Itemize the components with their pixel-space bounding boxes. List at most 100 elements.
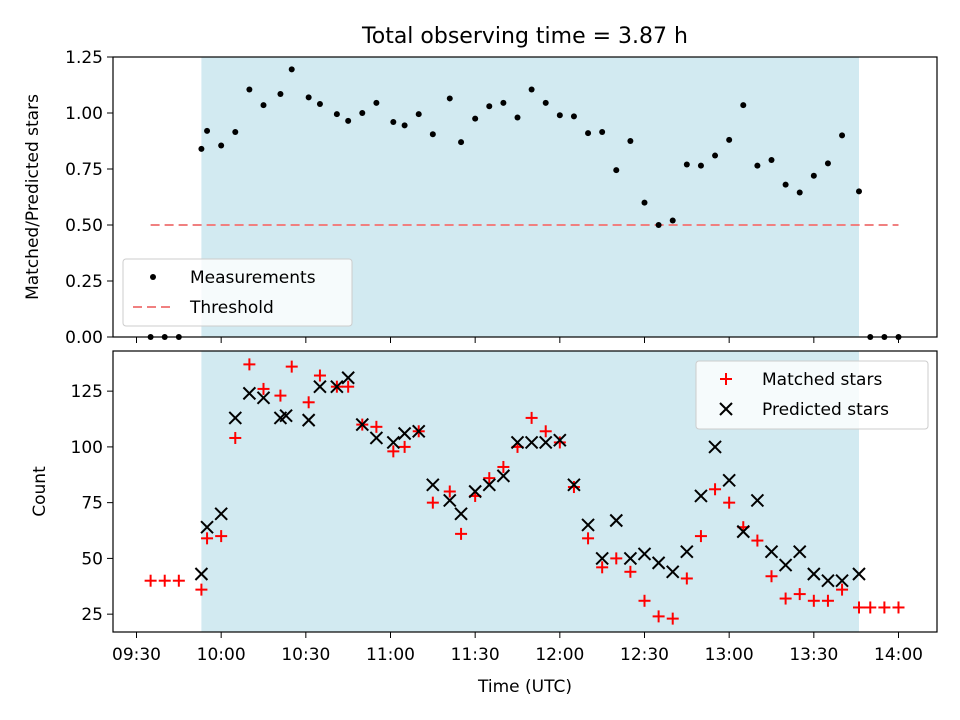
predicted-star-point (708, 440, 722, 454)
measurement-point (697, 162, 704, 169)
predicted-star-point (595, 551, 609, 566)
predicted-star-point (821, 573, 835, 588)
chart-title: Total observing time = 3.87 h (361, 24, 688, 49)
predicted-star-point (694, 489, 708, 503)
predicted-star-point (807, 567, 821, 581)
matched-star-point (215, 530, 228, 543)
matched-star-point (680, 572, 693, 585)
matched-star-point (582, 532, 595, 545)
predicted-star-point (397, 426, 412, 441)
measurement-point (855, 188, 862, 195)
matched-star-point (443, 485, 456, 498)
predicted-star-point (764, 545, 779, 559)
matched-star-point (567, 481, 580, 494)
measurement-point (528, 86, 535, 93)
matched-star-point (158, 574, 171, 587)
legend-measurements-label: Measurements (190, 268, 316, 288)
predicted-star-point (468, 484, 482, 499)
predicted-star-point (412, 424, 426, 438)
predicted-star-point (553, 433, 567, 447)
predicted-star-point (330, 379, 344, 394)
measurement-point (627, 138, 634, 144)
matched-star-point (144, 574, 157, 587)
predicted-stars-points (194, 371, 866, 588)
matched-star-point (624, 565, 637, 578)
count-y-tick-label: 75 (81, 494, 103, 514)
matched-star-point (807, 594, 820, 607)
predicted-star-point (454, 507, 468, 521)
matched-star-point (709, 483, 722, 496)
count-y-tick-label: 100 (71, 438, 103, 458)
count-panel: 25 50 75 100 125 09:30 10:00 10:30 11:00 11:30 12… (30, 350, 938, 697)
predicted-star-point (369, 431, 384, 445)
x-tick-label: 10:30 (281, 645, 330, 665)
predicted-star-point (355, 417, 369, 432)
predicted-star-point (623, 551, 638, 566)
measurement-point (458, 139, 465, 146)
ratio-y-tick-label: 1.25 (65, 48, 103, 68)
predicted-star-point (426, 478, 440, 492)
legend-matched-label: Matched stars (762, 370, 882, 390)
matched-star-point (483, 472, 496, 485)
x-tick-label: 13:30 (789, 645, 838, 665)
measurement-point (824, 160, 831, 167)
measurement-point (333, 111, 340, 118)
measurement-point (570, 113, 577, 120)
x-tick-label: 12:00 (535, 645, 584, 665)
predicted-star-point (852, 567, 866, 581)
matched-star-point (398, 440, 411, 453)
predicted-star-point (750, 493, 765, 508)
x-tick-label: 13:00 (705, 645, 754, 665)
measurement-point (218, 142, 225, 149)
measurement-point (204, 127, 211, 134)
ratio-y-tick-label: 0.50 (65, 216, 103, 236)
legend-matched-marker (720, 373, 732, 385)
measurement-point (655, 222, 662, 228)
matched-star-point (455, 527, 468, 540)
predicted-star-point (567, 478, 581, 492)
measurement-point (810, 172, 817, 179)
matched-star-point (243, 358, 256, 371)
x-tick-label: 11:00 (366, 645, 415, 665)
predicted-star-point (722, 473, 736, 488)
x-tick-label: 09:30 (112, 645, 161, 665)
predicted-star-point (651, 556, 666, 570)
legend-cross-glyph (719, 402, 733, 416)
predicted-star-point (539, 435, 553, 450)
measurement-point (277, 90, 284, 97)
matched-star-point (638, 594, 651, 607)
predicted-star-point (581, 518, 595, 532)
x-tick-label: 10:00 (197, 645, 246, 665)
measurement-point (359, 110, 366, 116)
x-axis-label: Time (UTC) (477, 677, 572, 697)
measurement-point (796, 189, 803, 196)
matched-star-point (313, 369, 326, 382)
count-y-tick-label: 125 (71, 382, 103, 402)
measurement-point (599, 129, 606, 136)
predicted-star-point (835, 573, 849, 588)
legend-predicted-label: Predicted stars (762, 400, 889, 420)
measurement-point (260, 102, 267, 109)
matched-star-point (342, 380, 355, 393)
measurement-point (740, 102, 747, 109)
predicted-star-point (443, 493, 457, 508)
matched-star-point (302, 396, 315, 409)
matched-star-point (257, 382, 270, 395)
measurement-point (246, 86, 253, 93)
legend-predicted-marker (719, 402, 733, 416)
measurement-point (429, 131, 436, 138)
measurement-point (839, 132, 846, 139)
predicted-star-point (301, 413, 316, 427)
matched-star-point (596, 561, 609, 574)
predicted-star-point (510, 435, 525, 450)
predicted-star-point (194, 567, 209, 581)
ratio-x-ticks (136, 337, 899, 343)
matched-star-point (195, 583, 208, 596)
ratio-y-tick-label: 1.00 (65, 104, 103, 124)
count-legend: Matched stars Predicted stars (695, 360, 929, 430)
matched-star-point (426, 496, 439, 509)
measurement-point (316, 101, 323, 108)
measurement-point (486, 103, 493, 110)
matched-star-point (723, 496, 736, 509)
matched-star-point (694, 530, 707, 543)
